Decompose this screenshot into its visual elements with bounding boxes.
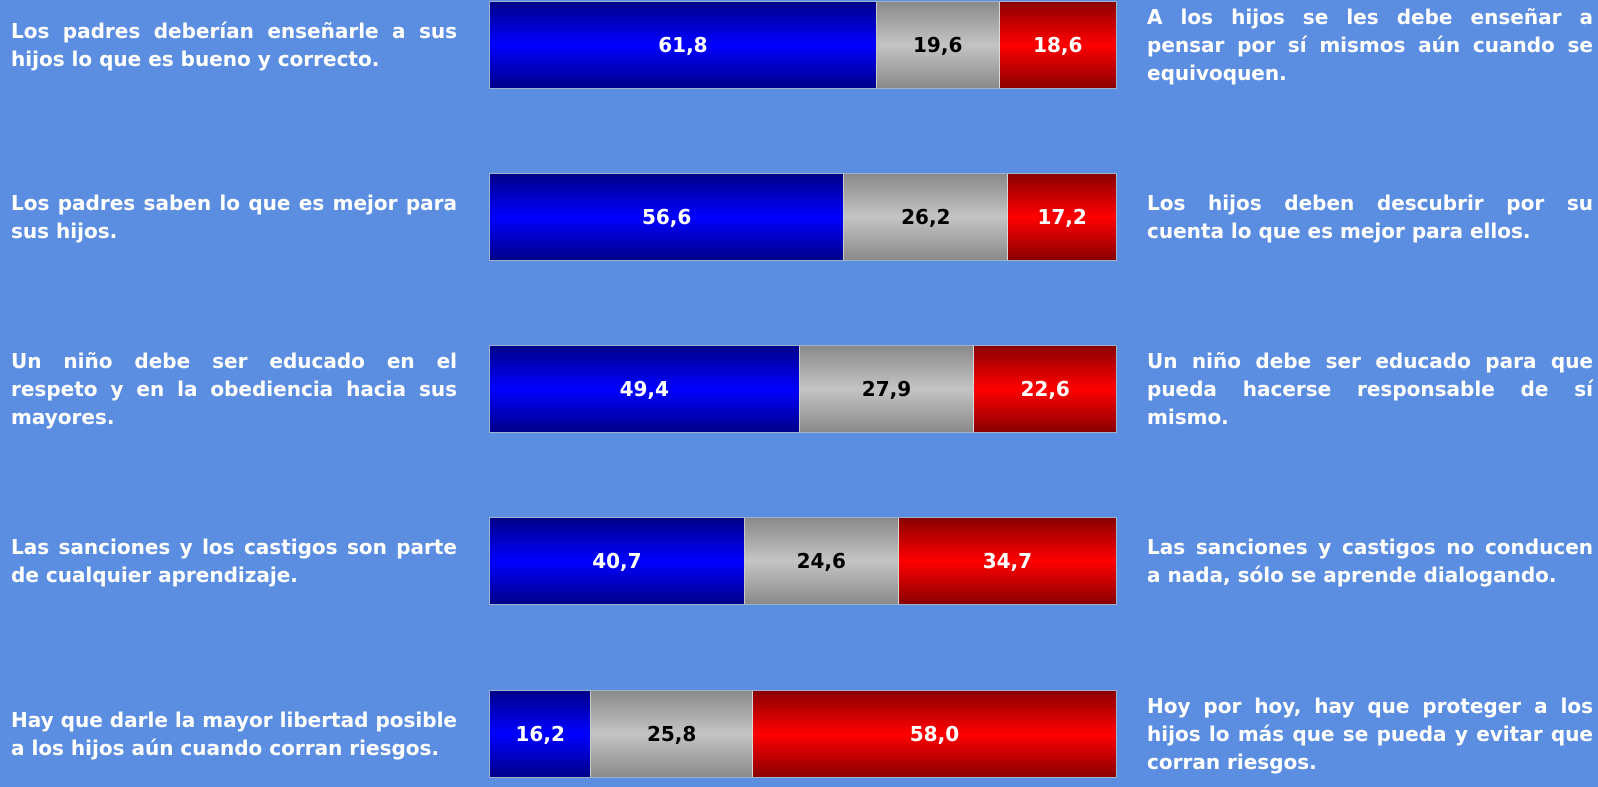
data-label: 34,7 [982, 549, 1033, 573]
left-statement: Hay que darle la mayor libertad posible … [11, 708, 457, 760]
data-label: 49,4 [619, 377, 669, 401]
right-statement: Hoy por hoy, hay que proteger a los hijo… [1147, 694, 1593, 774]
data-label: 18,6 [1033, 33, 1083, 57]
chart-row: Los padres saben lo que es mejor para su… [0, 173, 1598, 261]
left-statement: Los padres deberían enseñarle a sus hijo… [11, 19, 457, 71]
chart-row: Las sanciones y los castigos son parte d… [0, 517, 1598, 605]
bar-segment-left: 16,2 [490, 691, 592, 777]
data-label: 16,2 [515, 722, 565, 746]
data-label: 61,8 [658, 33, 708, 57]
stacked-bar: 16,2 25,8 58,0 [489, 690, 1117, 778]
right-statement: A los hijos se les debe enseñar a pensar… [1147, 5, 1593, 85]
bar-segment-right: 18,6 [999, 2, 1116, 88]
bar-segment-middle: 26,2 [844, 174, 1009, 260]
bar-segment-right: 22,6 [974, 346, 1116, 432]
left-statement: Los padres saben lo que es mejor para su… [11, 191, 457, 243]
bar-segment-middle: 25,8 [591, 691, 753, 777]
bar-segment-middle: 19,6 [876, 2, 1000, 88]
data-label: 56,6 [641, 205, 692, 229]
bar-segment-middle: 24,6 [744, 518, 899, 604]
bar-segment-left: 40,7 [490, 518, 745, 604]
data-label: 27,9 [861, 377, 912, 401]
chart-row: Hay que darle la mayor libertad posible … [0, 690, 1598, 778]
bar-segment-left: 56,6 [490, 174, 845, 260]
right-statement: Las sanciones y castigos no conducen a n… [1147, 535, 1593, 587]
right-statement: Los hijos deben descubrir por su cuenta … [1147, 191, 1593, 243]
stacked-bar: 56,6 26,2 17,2 [489, 173, 1117, 261]
bar-segment-right: 58,0 [752, 691, 1116, 777]
chart-row: Los padres deberían enseñarle a sus hijo… [0, 1, 1598, 89]
bar-segment-middle: 27,9 [799, 346, 975, 432]
data-label: 24,6 [796, 549, 846, 573]
left-statement: Las sanciones y los castigos son parte d… [11, 535, 457, 587]
stacked-bar: 61,8 19,6 18,6 [489, 1, 1117, 89]
bar-segment-right: 17,2 [1008, 174, 1116, 260]
chart-row: Un niño debe ser educado en el respeto y… [0, 345, 1598, 433]
stacked-bar: 40,7 24,6 34,7 [489, 517, 1117, 605]
data-label: 19,6 [913, 33, 963, 57]
data-label: 40,7 [592, 549, 642, 573]
data-label: 22,6 [1020, 377, 1070, 401]
stacked-bar: 49,4 27,9 22,6 [489, 345, 1117, 433]
data-label: 25,8 [646, 722, 697, 746]
data-label: 26,2 [901, 205, 951, 229]
right-statement: Un niño debe ser educado para que pueda … [1147, 349, 1593, 429]
left-statement: Un niño debe ser educado en el respeto y… [11, 349, 457, 429]
data-label: 17,2 [1037, 205, 1087, 229]
bar-segment-left: 61,8 [490, 2, 877, 88]
data-label: 58,0 [909, 722, 960, 746]
bar-segment-left: 49,4 [490, 346, 800, 432]
bar-segment-right: 34,7 [898, 518, 1116, 604]
